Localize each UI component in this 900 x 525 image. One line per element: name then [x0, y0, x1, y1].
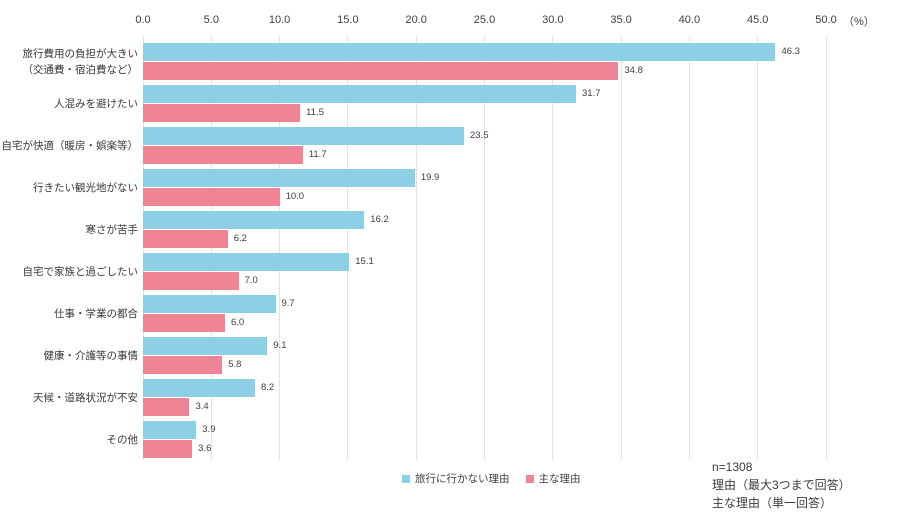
category-label-weather-roads: 天候・道路状況が不安 [0, 379, 138, 416]
legend-swatch-blue-icon [402, 474, 410, 483]
value-label-main-reason-health-care: 5.8 [228, 359, 242, 370]
gridline-5.0 [210, 36, 212, 460]
category-label-travel-cost: 旅行費用の負担が大きい （交通費・宿泊費など） [0, 43, 139, 80]
x-tick-label: 30.0 [542, 14, 564, 26]
gridline-45.0 [757, 36, 759, 460]
x-tick-label: 0.0 [135, 14, 151, 26]
value-label-main-reason-home-comfort: 11.7 [308, 149, 327, 160]
bar-no-travel-reason-work-school [143, 295, 276, 313]
value-label-no-travel-reason-family-time: 15.1 [355, 256, 374, 267]
value-label-no-travel-reason-home-comfort: 23.5 [470, 130, 489, 141]
bar-main-reason-no-destination [143, 188, 280, 206]
category-label-line: 天候・道路状況が不安 [33, 391, 138, 404]
note-sample-size: n=1308 [712, 460, 753, 474]
x-tick-label: 40.0 [678, 14, 701, 26]
note-main-reason: 主な理由（単一回答） [712, 496, 833, 510]
category-label-line: その他 [106, 433, 139, 446]
legend-label-no-travel-reason: 旅行に行かない理由 [415, 473, 510, 485]
category-label-line: （交通費・宿泊費など） [22, 63, 139, 76]
value-label-no-travel-reason-avoid-crowds: 31.7 [582, 88, 601, 99]
bar-no-travel-reason-avoid-crowds [143, 85, 577, 103]
legend-item-main-reason: 主な理由 [525, 471, 581, 486]
bar-main-reason-dislike-cold [143, 230, 228, 248]
value-label-no-travel-reason-no-destination: 19.9 [420, 172, 440, 183]
bar-no-travel-reason-other [143, 421, 197, 439]
value-label-main-reason-other: 3.6 [198, 443, 212, 454]
bar-no-travel-reason-health-care [143, 337, 268, 355]
bar-no-travel-reason-weather-roads [143, 379, 255, 397]
legend-label-main-reason: 主な理由 [538, 473, 581, 485]
value-label-main-reason-weather-roads: 3.4 [195, 401, 209, 412]
value-label-main-reason-no-destination: 10.0 [285, 191, 305, 202]
bar-main-reason-health-care [143, 356, 223, 374]
category-label-health-care: 健康・介護等の事情 [0, 337, 139, 374]
value-label-no-travel-reason-weather-roads: 8.2 [261, 382, 275, 393]
category-label-line: 仕事・学業の都合 [54, 307, 138, 320]
legend-swatch-pink-icon [525, 474, 534, 483]
gridline-15.0 [347, 36, 349, 460]
gridline-50.0 [825, 36, 827, 460]
gridline-30.0 [552, 36, 554, 460]
value-label-main-reason-avoid-crowds: 11.5 [306, 107, 324, 118]
x-tick-label: 10.0 [268, 14, 291, 26]
gridline-25.0 [484, 36, 485, 460]
bar-main-reason-other [143, 440, 193, 458]
category-label-work-school: 仕事・学業の都合 [0, 295, 138, 332]
bar-no-travel-reason-family-time [143, 253, 350, 271]
value-label-no-travel-reason-dislike-cold: 16.2 [370, 214, 389, 225]
value-label-no-travel-reason-other: 3.9 [202, 424, 216, 435]
gridline-10.0 [279, 36, 281, 460]
bar-main-reason-family-time [143, 272, 239, 290]
bar-no-travel-reason-dislike-cold [143, 211, 365, 229]
value-label-no-travel-reason-work-school: 9.7 [281, 298, 295, 309]
value-label-no-travel-reason-travel-cost: 46.3 [781, 46, 800, 57]
category-label-line: 旅行費用の負担が大きい [22, 47, 139, 60]
gridline-40.0 [688, 36, 690, 460]
bar-main-reason-home-comfort [143, 146, 303, 164]
category-label-other: その他 [0, 421, 139, 458]
x-tick-label: 25.0 [473, 14, 496, 26]
category-label-line: 健康・介護等の事情 [43, 349, 139, 362]
category-label-line: 寒さが苦手 [85, 223, 139, 236]
legend: 旅行に行かない理由 主な理由 [402, 471, 581, 486]
gridline-20.0 [415, 36, 417, 460]
bar-no-travel-reason-home-comfort [143, 127, 464, 145]
category-label-family-time: 自宅で家族と過ごしたい [0, 253, 139, 290]
value-label-main-reason-work-school: 6.0 [230, 317, 245, 328]
category-label-home-comfort: 自宅が快適（暖房・娯楽等） [0, 127, 139, 164]
bar-main-reason-travel-cost [143, 62, 619, 80]
x-tick-label: 20.0 [405, 14, 427, 26]
category-label-no-destination: 行きたい観光地がない [0, 169, 138, 206]
x-tick-label: 15.0 [337, 14, 359, 26]
bar-no-travel-reason-no-destination [143, 169, 415, 187]
value-label-main-reason-travel-cost: 34.8 [624, 65, 643, 76]
category-label-line: 行きたい観光地がない [33, 181, 138, 194]
x-tick-label: 5.0 [203, 14, 219, 26]
category-label-dislike-cold: 寒さが苦手 [0, 211, 139, 248]
x-tick-label: 45.0 [746, 14, 769, 26]
category-label-line: 自宅で家族と過ごしたい [22, 265, 139, 278]
value-label-main-reason-family-time: 7.0 [244, 275, 258, 286]
note-reason: 理由（最大3つまで回答） [712, 478, 851, 492]
bar-main-reason-weather-roads [143, 398, 190, 416]
bar-no-travel-reason-travel-cost [143, 43, 776, 61]
axis-unit-label: （%） [843, 16, 875, 28]
notes: n=1308 理由（最大3つまで回答） 主な理由（単一回答） [712, 458, 851, 512]
bar-main-reason-work-school [143, 314, 225, 332]
value-label-main-reason-dislike-cold: 6.2 [233, 233, 247, 244]
gridline-35.0 [620, 36, 622, 460]
category-label-line: 人混みを避けたい [54, 97, 138, 110]
category-label-avoid-crowds: 人混みを避けたい [0, 85, 138, 122]
x-tick-label: 50.0 [815, 14, 837, 26]
value-label-no-travel-reason-health-care: 9.1 [273, 340, 287, 351]
x-tick-label: 35.0 [610, 14, 632, 26]
legend-item-no-travel-reason: 旅行に行かない理由 [402, 471, 510, 486]
category-label-line: 自宅が快適（暖房・娯楽等） [1, 139, 139, 152]
bar-main-reason-avoid-crowds [143, 104, 301, 122]
gridline-0.0 [142, 36, 144, 460]
